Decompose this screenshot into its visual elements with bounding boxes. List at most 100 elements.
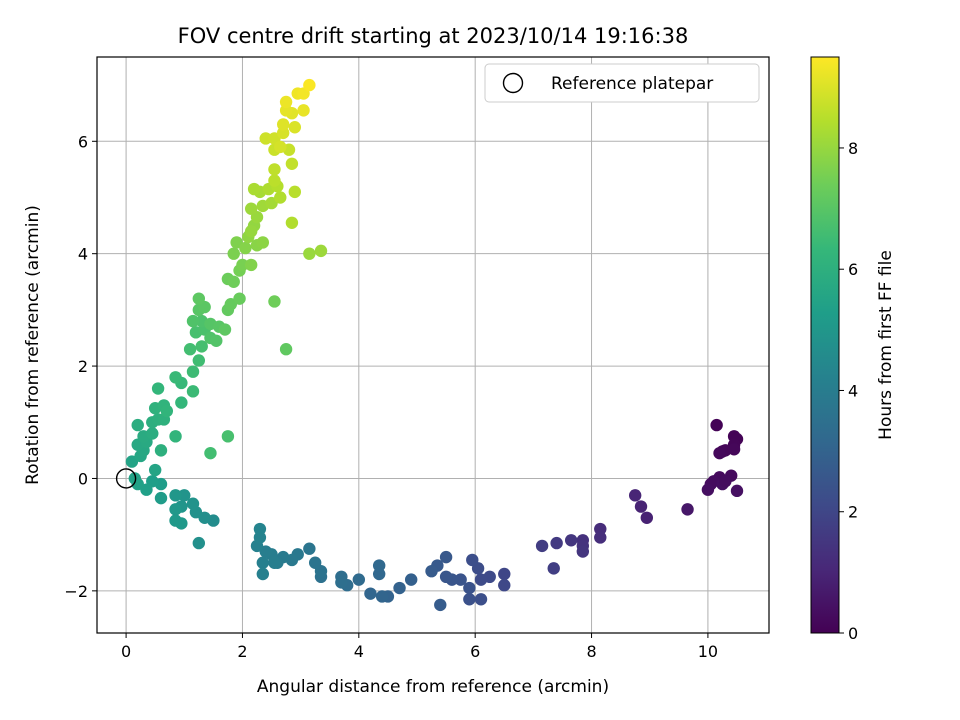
data-point <box>151 382 165 395</box>
data-point <box>375 590 389 603</box>
data-point <box>233 292 246 305</box>
legend-label-reference: Reference platepar <box>551 74 713 94</box>
data-point <box>288 185 302 199</box>
data-point <box>221 430 235 443</box>
legend-box <box>484 63 760 103</box>
colorbar-tick-label: 2 <box>848 503 858 522</box>
data-point <box>244 225 258 238</box>
data-point <box>434 598 447 612</box>
data-point <box>498 567 511 581</box>
data-point <box>244 202 258 215</box>
y-tick-label: 6 <box>78 132 88 151</box>
data-point <box>131 418 144 432</box>
data-point <box>210 334 223 347</box>
data-point <box>719 475 732 488</box>
colorbar-tick-label: 6 <box>848 260 858 279</box>
data-point <box>454 573 467 586</box>
data-point <box>279 343 293 356</box>
x-tick-label: 8 <box>586 642 596 661</box>
data-point <box>253 522 267 536</box>
data-point <box>178 489 191 502</box>
data-point <box>303 247 316 260</box>
data-points <box>125 78 744 612</box>
data-point <box>425 564 438 578</box>
data-point <box>204 446 217 460</box>
data-point <box>236 258 249 272</box>
data-point <box>634 500 648 513</box>
data-point <box>256 567 270 581</box>
data-point <box>681 503 694 516</box>
data-point <box>474 573 488 586</box>
y-tick-label: 2 <box>78 357 88 376</box>
data-point <box>268 174 281 187</box>
data-point <box>186 385 200 398</box>
colorbar-label: Hours from first FF file <box>876 250 896 440</box>
x-tick-label: 6 <box>470 642 480 661</box>
colorbar-tick-label: 0 <box>848 624 858 643</box>
data-point <box>308 556 322 569</box>
data-point <box>550 536 563 550</box>
data-point <box>239 241 252 255</box>
data-point <box>128 472 142 485</box>
x-tick-label: 4 <box>354 642 364 661</box>
data-point <box>463 593 476 606</box>
data-point <box>274 140 287 154</box>
data-point <box>279 95 293 109</box>
data-point <box>175 396 188 409</box>
data-point <box>466 553 479 567</box>
data-point <box>183 343 197 356</box>
data-point <box>274 191 287 204</box>
y-tick-label: 4 <box>78 245 88 264</box>
data-point <box>218 323 232 336</box>
colorbar: 0 2 4 6 8 Hours from first FF file <box>810 56 896 643</box>
colorbar-tick-label: 4 <box>848 381 858 400</box>
data-point <box>594 531 607 544</box>
data-point <box>303 78 316 92</box>
data-point <box>285 157 299 170</box>
data-point <box>474 593 488 606</box>
grid-lines <box>97 57 769 633</box>
x-tick-label: 0 <box>121 642 131 661</box>
data-point <box>256 556 270 569</box>
data-point <box>169 503 182 516</box>
data-point <box>247 182 261 196</box>
data-point <box>576 545 590 558</box>
data-point <box>268 163 281 176</box>
data-point <box>175 517 188 530</box>
data-point <box>439 570 453 584</box>
colorbar-frame <box>810 56 840 634</box>
data-point <box>303 542 316 555</box>
data-point <box>259 132 272 145</box>
y-axis-label: Rotation from reference (arcmin) <box>23 205 43 485</box>
data-point <box>160 404 174 418</box>
data-point <box>713 446 726 460</box>
data-point <box>244 258 258 272</box>
data-point <box>297 104 310 117</box>
x-axis-label: Angular distance from reference (arcmin) <box>257 677 609 697</box>
data-point <box>364 587 377 600</box>
data-point <box>352 573 366 586</box>
reference-platepar-marker <box>115 468 137 489</box>
x-tick-label: 2 <box>237 642 247 661</box>
data-point <box>564 534 578 547</box>
data-point <box>535 539 549 553</box>
data-point <box>498 579 511 592</box>
reference-marker <box>115 468 137 489</box>
data-point <box>148 463 162 477</box>
data-point <box>547 562 560 575</box>
data-point <box>372 559 386 572</box>
colorbar-gradient <box>811 57 839 633</box>
data-point <box>256 236 270 249</box>
data-point <box>701 483 715 496</box>
data-point <box>195 340 208 353</box>
data-point <box>186 314 200 328</box>
data-point <box>192 354 206 367</box>
data-point <box>727 443 741 456</box>
data-point <box>288 121 302 134</box>
legend-marker-reference <box>502 72 524 94</box>
data-point <box>335 576 348 589</box>
data-point <box>285 216 299 229</box>
data-point <box>186 365 200 378</box>
data-point <box>169 489 182 502</box>
